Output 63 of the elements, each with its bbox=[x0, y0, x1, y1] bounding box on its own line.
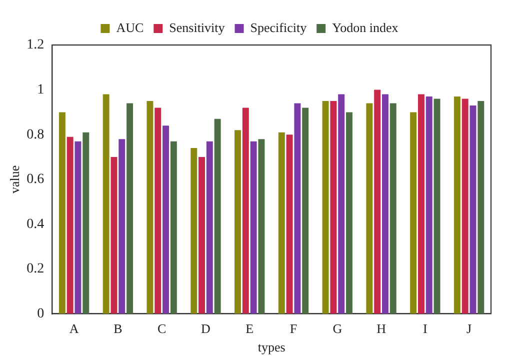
bar bbox=[154, 108, 162, 314]
legend-label: Yodon index bbox=[332, 20, 399, 35]
bar bbox=[330, 101, 337, 314]
bar bbox=[366, 103, 373, 314]
bar bbox=[302, 108, 309, 314]
bar bbox=[162, 126, 170, 314]
y-tick-label: 1 bbox=[37, 82, 44, 98]
bar bbox=[418, 94, 424, 314]
bar bbox=[110, 157, 118, 314]
bar bbox=[346, 112, 352, 314]
bar bbox=[190, 148, 198, 314]
bar bbox=[66, 136, 74, 314]
bar bbox=[258, 139, 265, 314]
bar bbox=[102, 94, 110, 314]
bar bbox=[118, 139, 126, 314]
y-tick-label: 0.8 bbox=[26, 127, 44, 142]
legend-label: Sensitivity bbox=[169, 20, 226, 35]
bar bbox=[470, 105, 476, 314]
y-tick-label: 0.6 bbox=[26, 172, 44, 188]
y-tick-label: 1.2 bbox=[26, 38, 44, 53]
bar bbox=[206, 141, 213, 314]
legend-label: Specificity bbox=[250, 20, 308, 35]
bar bbox=[74, 141, 82, 314]
x-tick-label: H bbox=[376, 321, 386, 336]
x-tick-label: B bbox=[114, 321, 123, 336]
bar bbox=[322, 101, 329, 314]
bar bbox=[294, 103, 301, 314]
x-tick-label: F bbox=[290, 321, 298, 336]
bar bbox=[198, 157, 206, 314]
y-tick-label: 0.4 bbox=[26, 216, 44, 232]
bar bbox=[390, 103, 396, 314]
bar bbox=[58, 112, 66, 314]
x-tick-label: G bbox=[332, 321, 342, 336]
bar bbox=[234, 130, 241, 314]
y-tick-label: 0 bbox=[37, 306, 44, 322]
x-tick-label: E bbox=[246, 321, 254, 336]
x-tick-label: A bbox=[69, 321, 80, 336]
bar bbox=[410, 112, 417, 314]
bar bbox=[170, 141, 177, 314]
bar bbox=[382, 94, 388, 314]
legend-label: AUC bbox=[116, 20, 144, 35]
bar bbox=[462, 98, 468, 314]
x-tick-label: D bbox=[201, 321, 210, 336]
bar bbox=[426, 96, 432, 314]
x-tick-label: C bbox=[157, 321, 166, 336]
bar bbox=[214, 118, 221, 314]
bar bbox=[242, 108, 249, 314]
y-tick-label: 0.2 bbox=[26, 262, 44, 277]
bar bbox=[454, 96, 460, 314]
bar bbox=[286, 134, 293, 314]
bar bbox=[434, 98, 440, 314]
x-tick-label: I bbox=[422, 321, 428, 336]
bar bbox=[250, 141, 257, 314]
x-tick-label: J bbox=[466, 321, 472, 336]
bar bbox=[146, 101, 154, 314]
bar bbox=[126, 103, 134, 314]
bar bbox=[478, 101, 484, 314]
x-axis-title: types bbox=[258, 340, 286, 355]
bar bbox=[278, 132, 285, 314]
bar bbox=[338, 94, 345, 314]
bar bbox=[82, 132, 90, 314]
bar bbox=[374, 90, 381, 314]
y-axis-title: value bbox=[7, 165, 22, 194]
